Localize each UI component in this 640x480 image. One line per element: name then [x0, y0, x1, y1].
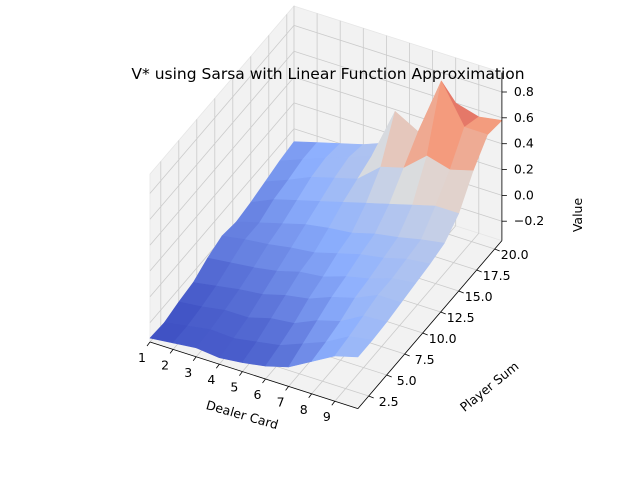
x-axis-label: Dealer Card [204, 397, 280, 432]
x-tick-mark [285, 386, 289, 391]
x-tick-label: 8 [300, 402, 308, 417]
y-tick-mark [404, 353, 410, 357]
x-tick-mark [262, 378, 266, 384]
y-tick-label: 7.5 [415, 352, 435, 367]
y-axis-label: Player Sum [457, 358, 522, 414]
y-tick-mark [368, 395, 374, 399]
grid-line [149, 50, 295, 220]
x-tick-mark [192, 356, 197, 362]
grid-line [293, 50, 503, 119]
z-tick-label: 0.0 [514, 187, 534, 202]
x-tick-label: 5 [230, 380, 238, 395]
grid-line [334, 232, 480, 402]
y-tick-label: 20.0 [501, 247, 529, 262]
x-tick-mark [215, 363, 220, 369]
y-tick-label: 12.5 [447, 310, 475, 325]
y-tick-label: 17.5 [483, 268, 511, 283]
y-tick-label: 15.0 [465, 289, 493, 304]
y-tick-mark [476, 269, 482, 273]
grid-line [149, 76, 295, 246]
y-tick-mark [422, 332, 428, 336]
x-tick-label: 7 [277, 394, 285, 409]
x-tick-mark [146, 341, 151, 347]
z-tick-label: 0.8 [514, 84, 534, 99]
x-tick-label: 2 [161, 357, 169, 372]
grid-line [293, 25, 503, 93]
y-tick-label: 10.0 [429, 331, 457, 346]
x-tick-label: 1 [138, 350, 146, 365]
z-tick-label: 0.2 [514, 162, 534, 177]
surface-plot [149, 80, 503, 368]
z-tick-label: −0.2 [514, 213, 544, 228]
z-tick-label: 0.4 [514, 136, 534, 151]
y-tick-label: 5.0 [397, 373, 417, 388]
grid-line [149, 25, 295, 194]
y-tick-mark [494, 248, 500, 252]
x-tick-label: 4 [207, 372, 215, 387]
x-tick-label: 6 [254, 387, 262, 402]
y-tick-mark [440, 311, 446, 315]
x-tick-mark [308, 393, 313, 399]
y-axis-ticks: 2.5 5.0 7.5 10.0 12.5 15.0 17.5 20.0 [368, 247, 529, 409]
x-axis-line [149, 341, 359, 409]
z-axis-ticks: −0.2 0.0 0.2 0.4 0.6 0.8 [501, 84, 544, 228]
y-tick-mark [458, 290, 464, 294]
z-axis-label: Value [570, 198, 585, 233]
x-tick-label: 9 [323, 409, 331, 424]
surface-patch [334, 336, 373, 358]
chart-title: V* using Sarsa with Linear Function Appr… [131, 65, 524, 83]
x-tick-label: 3 [184, 365, 192, 380]
y-tick-label: 2.5 [379, 394, 399, 409]
z-tick-label: 0.6 [514, 110, 534, 125]
grid-line [149, 102, 295, 272]
x-tick-mark [331, 400, 336, 406]
axis-lines [149, 72, 503, 409]
y-axis-line [357, 240, 503, 409]
grid-line [149, 128, 295, 298]
y-tick-mark [386, 374, 392, 378]
x-tick-mark [239, 371, 243, 376]
x-tick-mark [169, 349, 174, 354]
